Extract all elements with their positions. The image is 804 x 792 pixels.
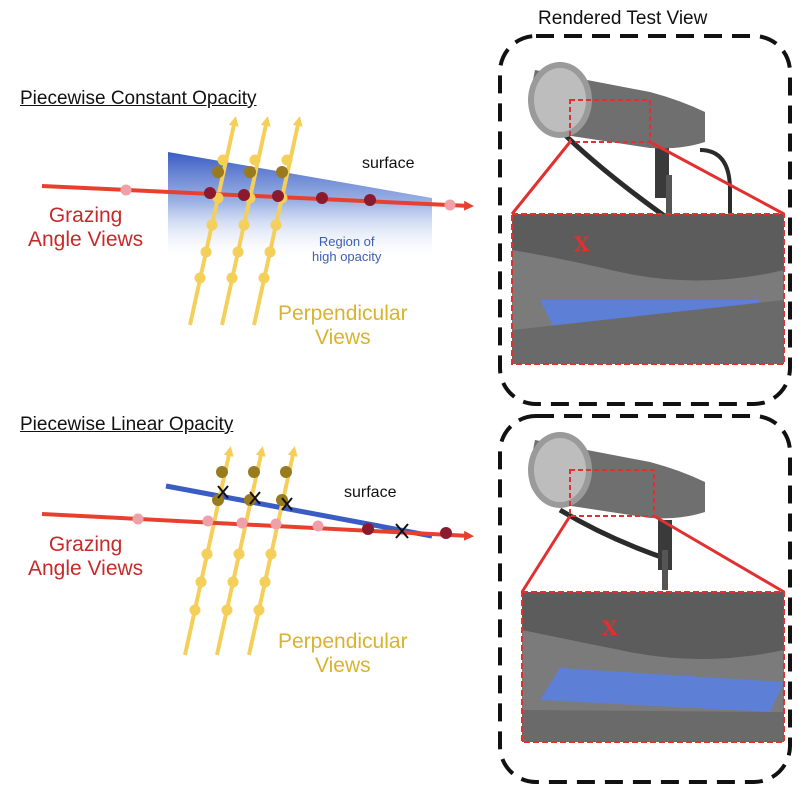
x-marker-top: X — [574, 232, 590, 256]
surface-label-top: surface — [362, 155, 415, 172]
microphone-illustration-bottom — [528, 432, 705, 590]
grazing-label-bottom-line2: Angle Views — [28, 557, 144, 581]
grazing-label-top-line1: Grazing — [48, 204, 123, 227]
grazing-label-top-line2: Angle Views — [28, 228, 144, 252]
panel-title-constant: Piecewise Constant Opacity — [20, 88, 257, 109]
microphone-illustration-top — [528, 62, 732, 243]
render-frame-top — [498, 34, 792, 406]
zoomed-crop-top — [511, 213, 785, 365]
perpendicular-label-top-line2: Views — [314, 326, 371, 350]
grazing-ray-top — [41, 184, 474, 211]
grazing-ray-bottom — [41, 512, 474, 541]
zoom-line-bottom-right — [653, 514, 785, 594]
grazing-label-top: Grazing Angle Views — [28, 204, 143, 252]
high-opacity-region — [168, 152, 432, 262]
rendered-view-title: Rendered Test View — [538, 8, 708, 29]
panel-title-linear: Piecewise Linear Opacity — [20, 414, 234, 435]
region-label-line2: high opacity — [312, 248, 382, 264]
surface-label-bottom: surface — [344, 484, 397, 501]
region-label: Region of high opacity — [312, 234, 382, 265]
grazing-label-bottom-line1: Grazing — [48, 533, 123, 556]
grazing-samples-bottom — [132, 513, 452, 539]
render-frame-bottom — [498, 414, 792, 784]
x-marker-bottom: X — [602, 616, 618, 640]
zoom-line-top-right — [649, 140, 785, 216]
region-label-line1: Region of — [318, 234, 375, 249]
perpendicular-samples-bottom — [189, 548, 277, 616]
perpendicular-label-bottom: Perpendicular Views — [278, 630, 408, 678]
perpendicular-label-top: Perpendicular Views — [278, 302, 408, 350]
zoom-line-bottom-left — [520, 515, 572, 593]
perpendicular-samples-top-dark — [212, 166, 288, 178]
perpendicular-label-bottom-line1: Perpendicular — [278, 630, 408, 653]
grazing-samples-top — [120, 184, 456, 211]
intersection-cross-marks — [217, 485, 409, 539]
zoom-line-top-left — [510, 141, 572, 215]
surface-line-bottom — [165, 483, 433, 539]
perpendicular-label-bottom-line2: Views — [314, 654, 371, 678]
zoomed-crop-bottom — [521, 591, 785, 743]
grazing-label-bottom: Grazing Angle Views — [28, 533, 143, 581]
perpendicular-label-top-line1: Perpendicular — [278, 302, 408, 325]
